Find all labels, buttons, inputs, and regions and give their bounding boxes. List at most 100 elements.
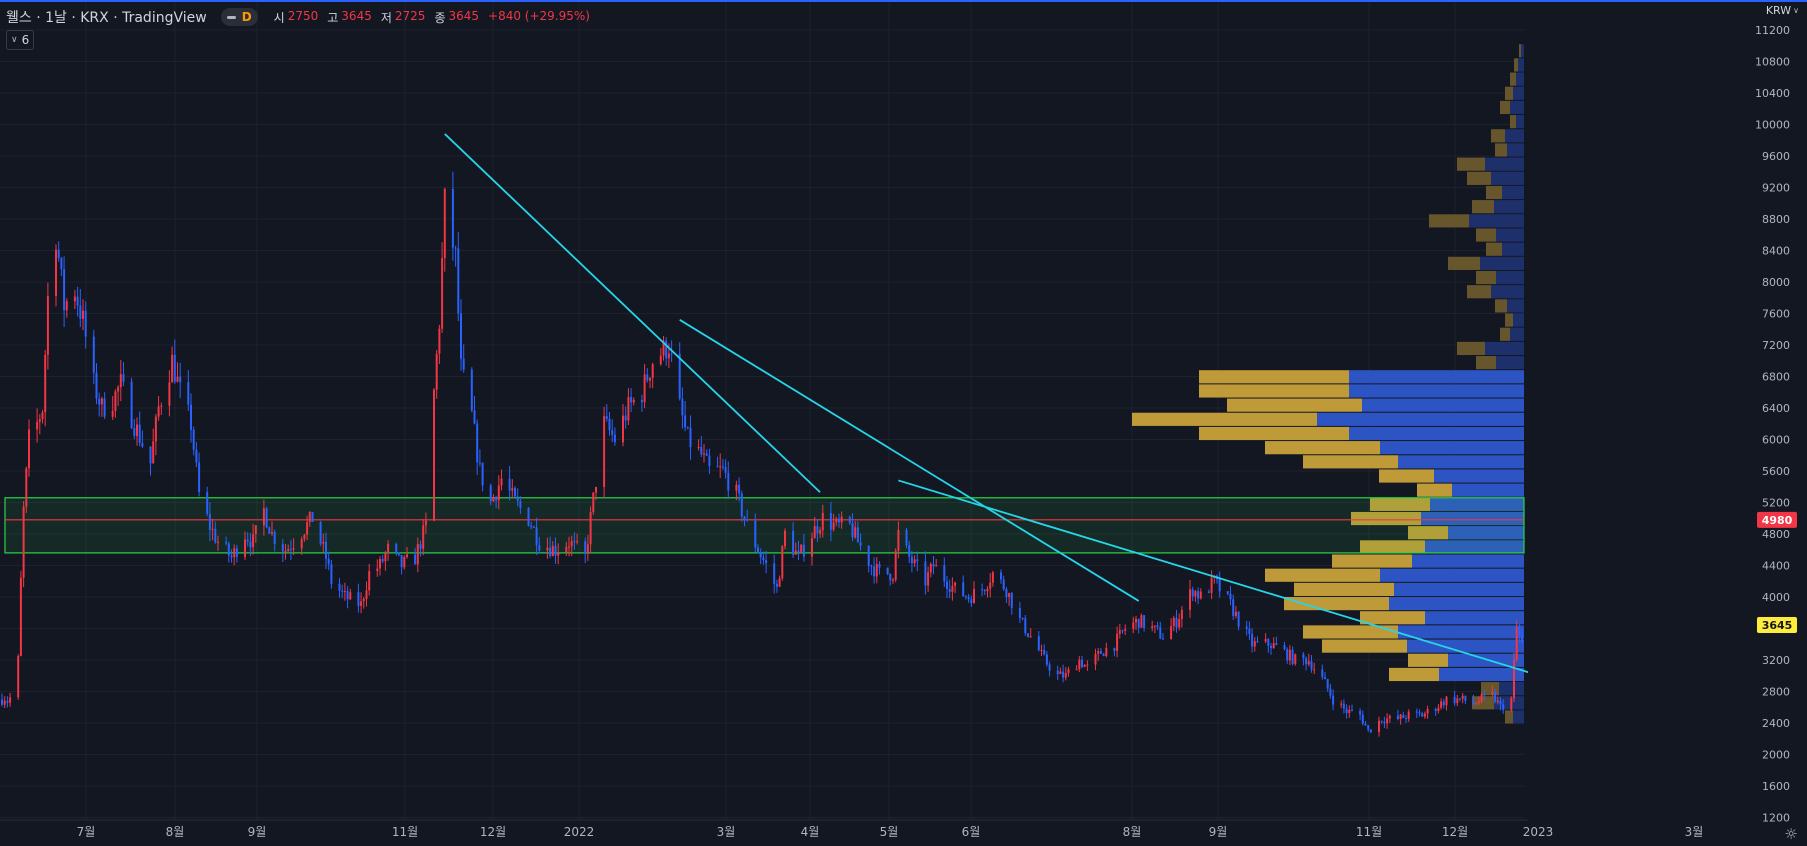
candle-body xyxy=(136,424,138,436)
candle-body xyxy=(252,534,255,548)
candle-body xyxy=(451,188,454,248)
candle-body xyxy=(225,541,228,544)
indicators-toggle[interactable]: ∨ 6 xyxy=(6,30,35,50)
candle-body xyxy=(73,296,76,302)
time-axis-tick-label: 11월 xyxy=(392,825,418,839)
candle-body xyxy=(851,523,854,538)
candle-body xyxy=(1,699,3,705)
candle-body xyxy=(1197,591,1200,599)
currency-selector[interactable]: KRW ∨ xyxy=(1766,4,1799,17)
candle-body xyxy=(1229,593,1232,600)
candle-body xyxy=(422,525,425,549)
volume-profile-down-bar xyxy=(1398,625,1524,639)
volume-profile-up-bar xyxy=(1408,653,1448,667)
candle-body xyxy=(1396,715,1399,719)
volume-profile-up-bar xyxy=(1429,214,1469,228)
time-axis-tick-label: 2023 xyxy=(1523,825,1554,839)
volume-profile-up-bar xyxy=(1284,597,1389,611)
candle-body xyxy=(22,506,25,578)
symbol-title[interactable]: 웰스 · 1날 · KRX · TradingView xyxy=(6,10,207,26)
candle-body xyxy=(586,544,589,554)
candle-body xyxy=(117,387,120,392)
candle-body xyxy=(3,700,6,705)
candle-body xyxy=(387,543,390,554)
volume-profile-down-bar xyxy=(1513,313,1524,327)
time-axis-tick-label: 11월 xyxy=(1356,825,1382,839)
candle-body xyxy=(287,549,290,552)
candle-body xyxy=(306,522,309,535)
candle-body xyxy=(970,599,973,604)
volume-profile-up-bar xyxy=(1332,554,1412,568)
candle-body xyxy=(1491,691,1494,695)
candle-body xyxy=(92,336,95,373)
time-axis-tick-label: 12월 xyxy=(1442,825,1468,839)
volume-profile-down-bar xyxy=(1349,370,1524,384)
candle-body xyxy=(454,247,457,249)
candle-body xyxy=(892,579,894,581)
candle-body xyxy=(381,559,384,562)
price-axis-tick-label: 9600 xyxy=(1762,150,1790,163)
volume-profile-down-bar xyxy=(1505,129,1524,143)
candle-body xyxy=(1253,641,1256,647)
volume-profile-up-bar xyxy=(1472,696,1494,710)
candle-body xyxy=(1380,720,1383,722)
volume-profile-down-bar xyxy=(1496,270,1524,285)
candle-body xyxy=(1302,654,1305,659)
candle-body xyxy=(227,543,230,556)
candle-body xyxy=(511,488,514,491)
price-axis-tick-label: 6800 xyxy=(1762,371,1790,384)
candle-body xyxy=(516,496,519,502)
candle-body xyxy=(964,596,967,598)
candle-body xyxy=(1180,609,1183,620)
candle-body xyxy=(360,601,363,606)
volume-profile-down-bar xyxy=(1516,72,1524,86)
candle-body xyxy=(916,559,919,562)
candle-body xyxy=(1456,698,1459,704)
open-label: 시 xyxy=(273,10,285,25)
candle-body xyxy=(341,590,344,592)
minus-icon xyxy=(226,15,236,19)
candle-body xyxy=(603,416,606,488)
candle-body xyxy=(6,700,9,703)
candle-body xyxy=(292,548,295,550)
candle-body xyxy=(1037,636,1040,651)
candle-body xyxy=(357,592,360,606)
candle-body xyxy=(630,396,633,403)
candle-body xyxy=(935,565,938,567)
candle-body xyxy=(1415,711,1418,713)
candle-body xyxy=(1477,701,1480,704)
interval-badge[interactable]: D xyxy=(220,8,258,26)
candle-body xyxy=(41,412,44,420)
candle-body xyxy=(557,552,560,556)
volume-profile-up-bar xyxy=(1303,625,1398,639)
time-axis-tick-label: 12월 xyxy=(480,825,506,839)
candle-body xyxy=(376,568,379,572)
price-axis-tick-label: 2000 xyxy=(1762,749,1790,762)
candle-body xyxy=(1102,653,1105,657)
time-axis-background xyxy=(0,820,1528,846)
candle-body xyxy=(1461,695,1464,699)
candle-body xyxy=(1367,725,1370,730)
gear-icon[interactable]: ☼ xyxy=(1784,825,1798,843)
candle-body xyxy=(198,462,201,493)
volume-profile-up-bar xyxy=(1510,115,1516,129)
candle-body xyxy=(689,427,692,448)
time-axis-tick-label: 8월 xyxy=(166,825,185,839)
candle-body xyxy=(778,578,781,587)
window-accent-bar xyxy=(0,0,1807,2)
candle-body xyxy=(592,492,595,513)
price-axis-tick-label: 2800 xyxy=(1762,686,1790,699)
candle-body xyxy=(832,522,835,530)
candle-body xyxy=(784,530,786,547)
volume-profile-up-bar xyxy=(1495,299,1507,313)
candle-body xyxy=(206,492,209,514)
current-price-badge xyxy=(1757,616,1797,633)
candle-body xyxy=(546,547,549,551)
candle-body xyxy=(1361,714,1364,724)
candle-body xyxy=(584,541,587,554)
candle-body xyxy=(114,391,117,411)
trend-line xyxy=(679,319,1140,602)
candle-body xyxy=(913,559,916,564)
candle-body xyxy=(1483,694,1486,696)
